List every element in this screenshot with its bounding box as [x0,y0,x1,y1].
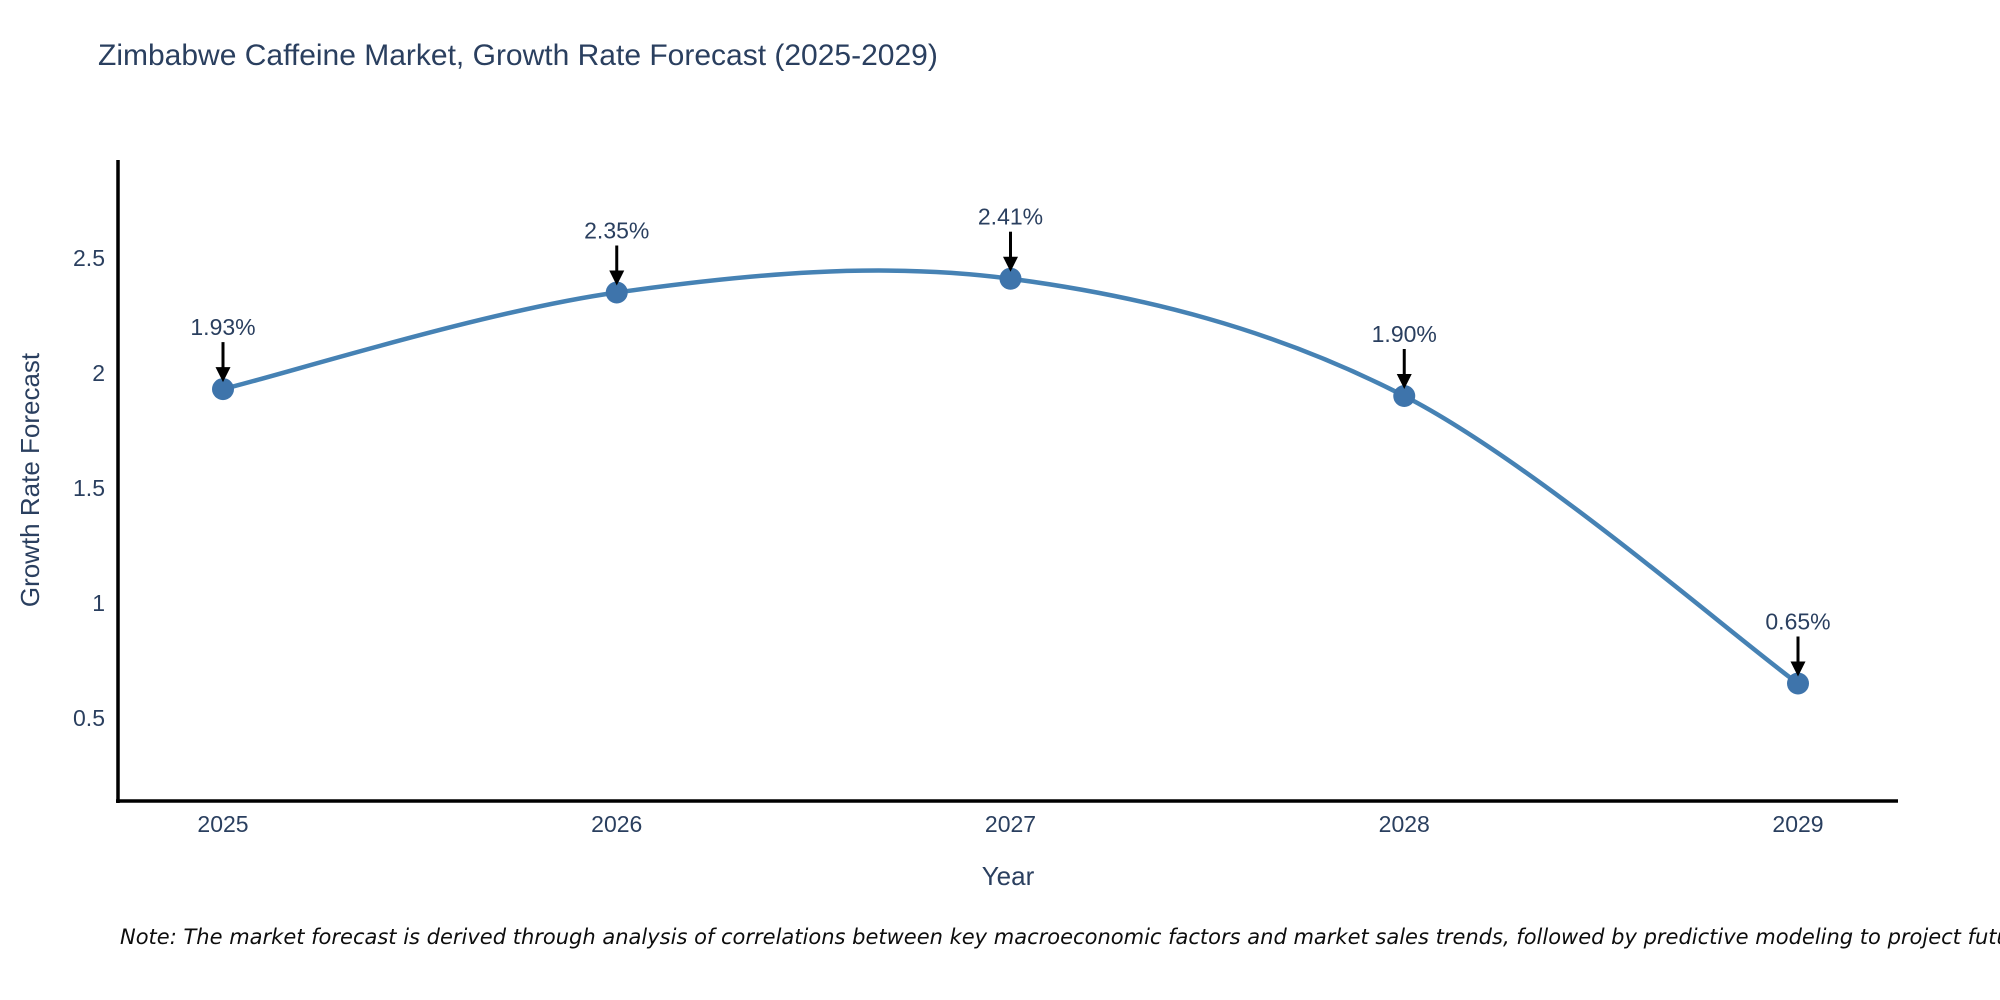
data-point-marker[interactable] [999,267,1022,290]
footnote: Note: The market forecast is derived thr… [120,925,2000,949]
data-point-marker[interactable] [605,281,628,304]
forecast-line-series[interactable] [220,268,1801,686]
y-tick-label: 2 [92,360,105,386]
point-annotation: 1.90% [1372,321,1437,389]
annotation-arrowhead-icon [1003,256,1018,272]
y-tick-label: 0.5 [73,705,105,731]
y-tick-label: 2.5 [73,245,105,271]
annotation-arrowhead-icon [1396,374,1412,389]
x-tick-label: 2026 [591,811,642,837]
chart-title: Zimbabwe Caffeine Market, Growth Rate Fo… [98,39,938,72]
point-annotation: 2.41% [978,204,1043,272]
x-tick-label: 2027 [985,811,1036,837]
y-tick-label: 1 [92,590,105,616]
data-point-marker[interactable] [1787,672,1809,695]
data-point-marker[interactable] [1393,385,1416,407]
point-annotation: 0.65% [1765,609,1831,677]
point-value-label: 0.65% [1765,609,1830,635]
y-tick-label: 1.5 [73,475,105,501]
x-tick-label: 2028 [1379,811,1430,837]
y-axis-title: Growth Rate Forecast [15,352,45,608]
point-value-label: 1.93% [190,314,255,340]
point-annotation: 2.35% [584,218,649,286]
point-annotation: 1.93% [190,314,256,383]
x-axis-title: Year [981,861,1035,891]
x-tick-label: 2025 [197,811,248,837]
annotation-arrowhead-icon [215,367,231,383]
x-tick-label: 2029 [1772,811,1823,837]
annotation-arrowhead-icon [609,270,625,286]
point-value-label: 1.90% [1372,321,1437,347]
annotation-arrowhead-icon [1790,661,1806,677]
data-point-marker[interactable] [212,378,234,401]
point-value-label: 2.41% [978,204,1043,230]
point-value-label: 2.35% [584,218,649,244]
